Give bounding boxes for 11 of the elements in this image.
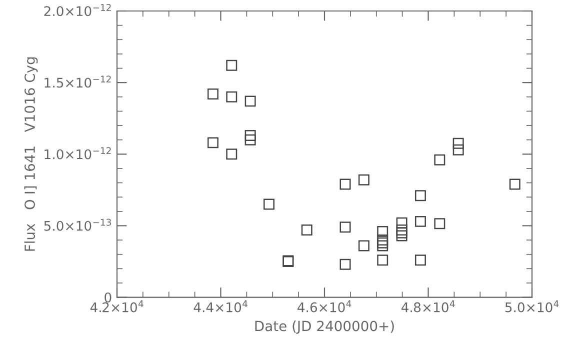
y-tick-label: 2.0×10$^{−12}$ (44, 4, 111, 16)
x-tick-label: 4.8×10$^{4}$ (401, 300, 455, 312)
x-axis-title: Date (JD 2400000+) (255, 320, 394, 334)
y-tick-label: 5.0×10$^{−13}$ (44, 218, 111, 231)
y-tick-label: 1.5×10$^{−12}$ (44, 76, 111, 88)
x-tick-label: 4.4×10$^{4}$ (194, 300, 248, 312)
y-tick-label: 1.0×10$^{−12}$ (44, 147, 111, 160)
x-tick-label: 5.0×10$^{4}$ (505, 300, 559, 312)
y-tick-label: 0 (104, 292, 112, 302)
x-tick-label: 4.6×10$^{4}$ (298, 300, 352, 312)
y-axis-title: Flux O I] 1641 V1016 Cyg (24, 57, 38, 251)
